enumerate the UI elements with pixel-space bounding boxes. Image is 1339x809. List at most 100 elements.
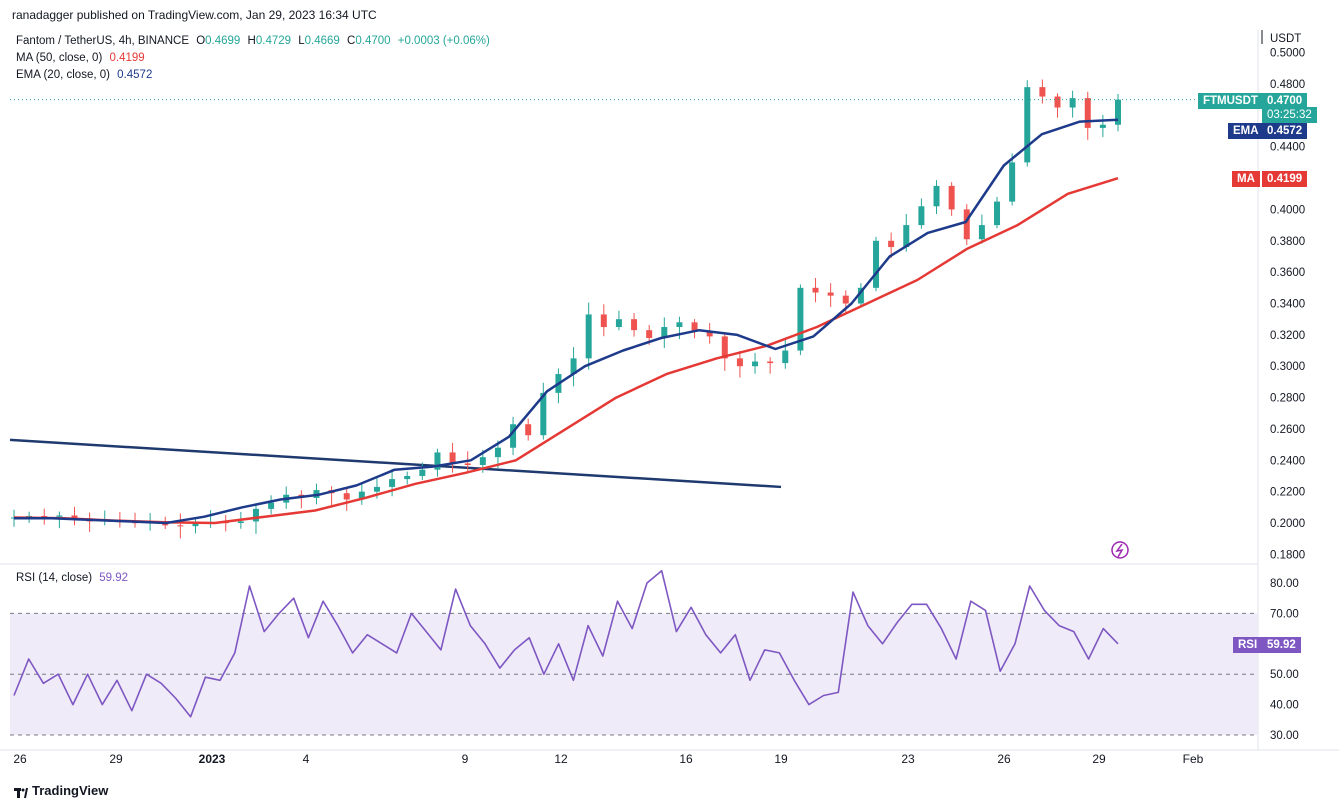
candle-body — [933, 185, 940, 207]
price-tick-label: 0.2200 — [1270, 487, 1305, 499]
ohlc-o-label: O — [196, 35, 206, 47]
rsi-legend-label: RSI (14, close) — [16, 572, 93, 584]
candle-body — [41, 515, 48, 517]
candle-body — [812, 287, 819, 293]
price-tick-label: 0.4400 — [1270, 142, 1305, 154]
tradingview-brand-label: TradingView — [32, 783, 109, 798]
candle-body — [373, 486, 380, 492]
ohlc-high: 0.4729 — [255, 35, 292, 47]
date-tick-label: 16 — [679, 752, 693, 766]
ohlc-close: 0.4700 — [355, 35, 391, 47]
ma-price-tag: 0.4199 — [1262, 171, 1308, 187]
date-tick-label: 12 — [554, 752, 568, 766]
candle-body — [1009, 162, 1016, 202]
ma-legend-value: 0.4199 — [109, 52, 145, 64]
candle-body — [646, 330, 653, 338]
ohlc-low: 0.4669 — [304, 35, 340, 47]
candle-body — [1084, 98, 1091, 128]
rsi-tick-label: 70.00 — [1270, 608, 1299, 620]
candle-body — [268, 502, 275, 509]
price-tick-label: 0.2000 — [1270, 518, 1305, 530]
rsi-tick-label: 80.00 — [1270, 578, 1299, 590]
currency-label: USDT — [1270, 33, 1302, 45]
candle-body — [585, 314, 592, 359]
rsi-legend-value: 59.92 — [99, 572, 129, 584]
rsi-tag: RSI — [1233, 637, 1263, 653]
candle-body — [994, 201, 1001, 226]
candle-body — [600, 314, 607, 328]
date-tick-label: 26 — [997, 752, 1011, 766]
candle-body — [676, 322, 683, 328]
flash-icon — [1111, 541, 1129, 559]
candle-body — [1115, 99, 1121, 125]
candle-body — [494, 447, 501, 458]
date-tick-label: 29 — [109, 752, 123, 766]
candle-body — [873, 240, 880, 288]
candle-body — [736, 358, 743, 367]
rsi-tick-label: 30.00 — [1270, 730, 1299, 742]
ema-tag: EMA — [1228, 123, 1264, 139]
ohlc-change: +0.0003 (+0.06%) — [397, 35, 490, 47]
candle-body — [449, 452, 456, 464]
candle-body — [1099, 124, 1106, 128]
candle-body — [525, 424, 532, 436]
candle-body — [404, 475, 411, 480]
ma-legend-label: MA (50, close, 0) — [16, 52, 103, 64]
trendline — [9, 438, 782, 489]
rsi-legend: RSI (14, close) 59.92 — [16, 572, 128, 584]
date-tick-label: 9 — [462, 752, 469, 766]
price-tick-label: 0.3400 — [1270, 299, 1305, 311]
ema-price-tag: 0.4572 — [1262, 123, 1308, 139]
symbol-name: Fantom / TetherUS, 4h, BINANCE — [16, 35, 189, 47]
candle-body — [752, 361, 759, 367]
candle-body — [918, 206, 925, 226]
candle-body — [767, 361, 774, 364]
price-tick-label: 0.2600 — [1270, 424, 1305, 436]
candle-body — [177, 525, 184, 527]
publisher-line: ranadagger published on TradingView.com,… — [12, 8, 377, 22]
candle-body — [434, 452, 441, 470]
date-tick-label: 4 — [303, 752, 310, 766]
candle-body — [797, 287, 804, 351]
date-tick-label: 26 — [13, 752, 27, 766]
candle-body — [1039, 87, 1046, 97]
candle-body — [1054, 96, 1061, 108]
price-tick-label: 0.4000 — [1270, 204, 1305, 216]
ohlc-h-label: H — [247, 35, 256, 47]
price-tick-label: 0.1800 — [1270, 549, 1305, 561]
last-price-tag: 0.4700 — [1262, 93, 1308, 109]
candle-body — [1024, 87, 1031, 163]
tradingview-brand[interactable]: TradingView — [14, 783, 108, 798]
candle-body — [631, 319, 638, 331]
candle-body — [56, 515, 63, 517]
candle-body — [661, 327, 668, 338]
candle-body — [857, 287, 864, 304]
price-tick-label: 0.3000 — [1270, 361, 1305, 373]
date-tick-label: 19 — [774, 752, 788, 766]
price-tick-label: 0.2800 — [1270, 393, 1305, 405]
date-tick-label: 2023 — [199, 752, 226, 766]
rsi-price-tag: 59.92 — [1262, 637, 1301, 653]
flash-bolt-icon — [1115, 543, 1124, 558]
ohlc-c-label: C — [347, 35, 356, 47]
candle-body — [948, 185, 955, 210]
price-tick-label: 0.2400 — [1270, 455, 1305, 467]
candle-body — [706, 331, 713, 337]
ma-tag: MA — [1232, 171, 1260, 187]
candle-body — [358, 491, 365, 500]
candle-body — [903, 225, 910, 248]
countdown-tag: 03:25:32 — [1262, 107, 1317, 123]
candle-body — [71, 515, 78, 519]
price-tick-label: 0.3200 — [1270, 330, 1305, 342]
symbol-tag: FTMUSDT — [1198, 93, 1263, 109]
candle-body — [842, 295, 849, 304]
ema-legend-value: 0.4572 — [117, 69, 153, 81]
candle-body — [419, 469, 426, 476]
candle-body — [479, 457, 486, 465]
ma-legend: MA (50, close, 0) 0.4199 — [16, 52, 145, 64]
rsi-tick-label: 50.00 — [1270, 669, 1299, 681]
candle-body — [978, 225, 985, 240]
candle-body — [252, 508, 259, 522]
candle-body — [963, 209, 970, 240]
